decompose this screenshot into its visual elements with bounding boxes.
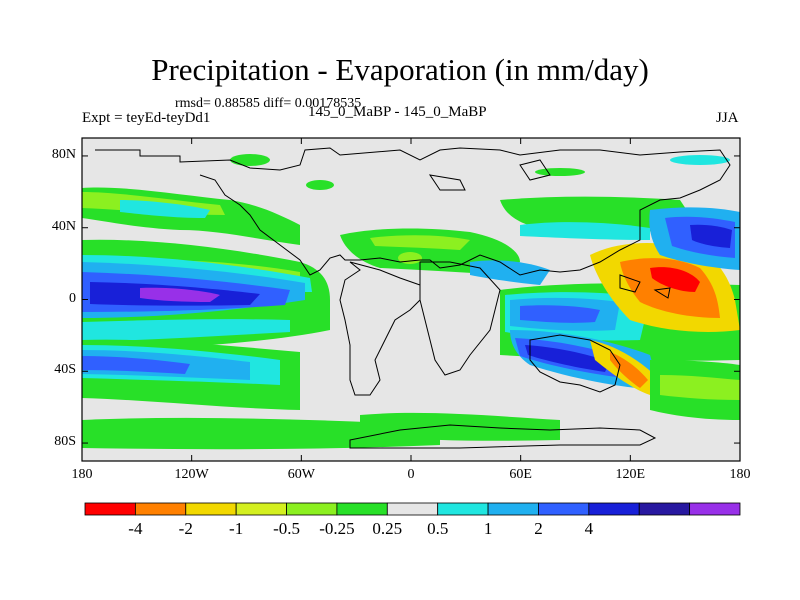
colorbar-label: -1 <box>229 519 244 538</box>
chart-title: Precipitation - Evaporation (in mm/day) <box>151 52 649 87</box>
colorbar-swatch <box>638 502 691 516</box>
contour-region <box>230 154 270 166</box>
x-tick-label: 60W <box>287 467 315 482</box>
contour-region <box>306 180 334 190</box>
coastlines <box>95 147 731 449</box>
colorbar-swatch <box>185 502 237 516</box>
contour-region <box>140 287 220 302</box>
y-tick-label: 80S <box>54 434 76 450</box>
contour-region <box>525 345 610 372</box>
colorbar-label: -0.5 <box>273 519 300 538</box>
contour-region <box>520 305 600 323</box>
colorbar-swatch <box>588 502 640 516</box>
colorbar-swatch <box>286 502 338 516</box>
colorbar-label: 1 <box>483 519 493 538</box>
contour-region <box>650 267 700 292</box>
contour-region <box>610 352 648 388</box>
stats-label: rmsd= 0.88585 diff= 0.00178535 <box>175 96 362 111</box>
colorbar-label: 4 <box>584 519 594 538</box>
contour-region <box>470 260 550 285</box>
colorbar <box>84 502 741 516</box>
colorbar-swatch <box>235 502 287 516</box>
x-tick-label: 180 <box>71 467 93 482</box>
contour-region <box>370 235 470 250</box>
colorbar-label: 0.5 <box>427 519 449 538</box>
axis-ticks <box>81 138 741 461</box>
x-tick-label: 0 <box>407 467 415 482</box>
contour-region <box>520 222 650 240</box>
colorbar-label: -0.25 <box>319 519 355 538</box>
colorbar-swatch <box>134 502 187 516</box>
x-tick-label: 60E <box>509 467 532 482</box>
colorbar-swatch <box>84 502 136 516</box>
colorbar-swatch <box>437 502 489 516</box>
map-plot-area <box>82 138 740 461</box>
x-tick-label: 120W <box>174 467 209 482</box>
contour-region <box>670 155 730 165</box>
colorbar-swatch <box>487 502 539 516</box>
y-tick-label: 40N <box>51 218 76 234</box>
contour-region <box>120 200 210 218</box>
contour-region <box>535 168 585 176</box>
x-tick-label: 180 <box>729 467 751 482</box>
colorbar-swatch <box>538 502 590 516</box>
contour-region <box>690 224 732 248</box>
y-tick-label: 80N <box>51 146 76 162</box>
contour-region <box>360 412 560 441</box>
x-tick-label: 120E <box>615 467 646 482</box>
experiment-label: Expt = teyEd-teyDd1 <box>82 110 211 126</box>
colorbar-label: 0.25 <box>372 519 403 538</box>
colorbar-swatch <box>386 502 439 516</box>
colorbar-label: 2 <box>534 519 543 538</box>
colorbar-swatch <box>689 502 741 516</box>
colorbar-label: -2 <box>178 519 193 538</box>
center-label: 145_0_MaBP - 145_0_MaBP <box>308 104 487 120</box>
y-tick-label: 0 <box>69 290 76 306</box>
contour-region <box>398 252 422 264</box>
contour-region <box>660 375 740 400</box>
season-label: JJA <box>716 110 739 126</box>
contour-region <box>82 356 190 374</box>
colorbar-swatch <box>336 502 388 516</box>
contour-region <box>82 319 290 342</box>
colorbar-label: -4 <box>128 519 143 538</box>
y-tick-label: 40S <box>54 362 76 378</box>
